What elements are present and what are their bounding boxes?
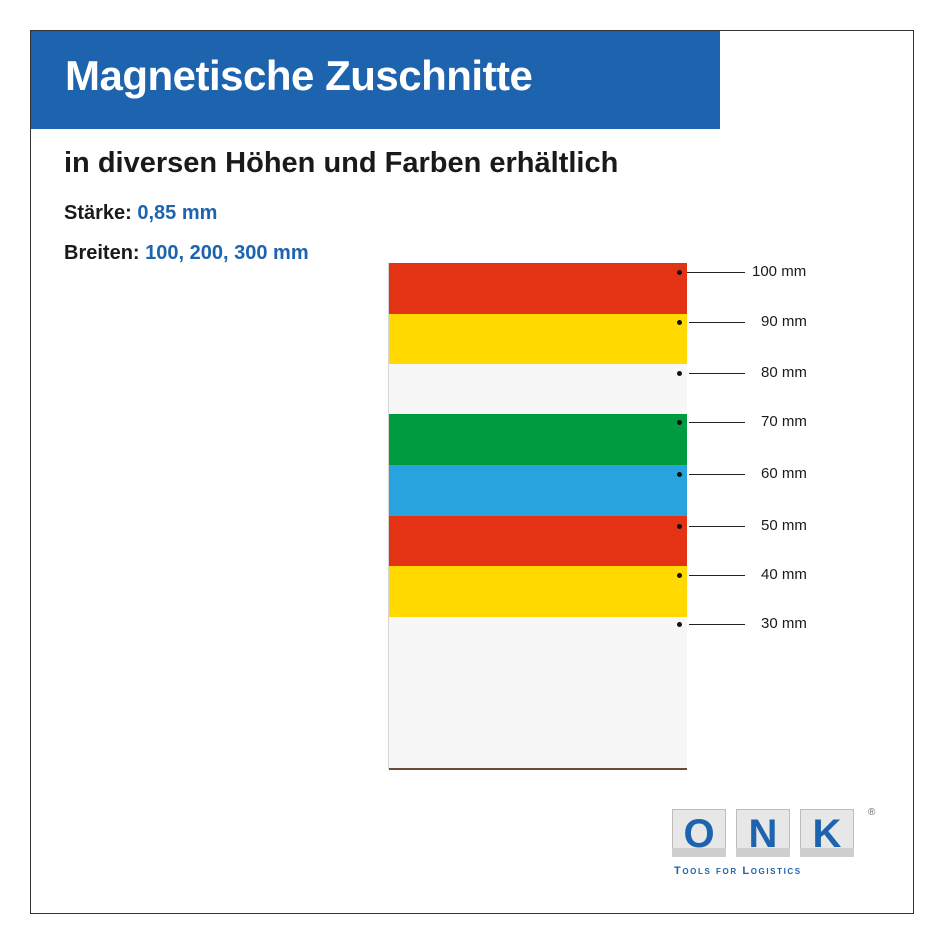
leader-line	[689, 322, 745, 323]
logo-block-n: N	[736, 809, 790, 857]
spec-thickness-label: Stärke:	[64, 202, 132, 224]
spec-widths: Breiten: 100, 200, 300 mm	[64, 242, 309, 265]
logo-block-o: O	[672, 809, 726, 857]
logo-letter-o: O	[683, 812, 715, 856]
leader-line	[689, 474, 745, 475]
height-label: 50 mm	[761, 517, 807, 534]
leader-dot	[677, 573, 682, 578]
leader-dot	[677, 420, 682, 425]
height-label: 100 mm	[752, 263, 807, 280]
spec-widths-label: Breiten:	[64, 242, 140, 264]
spec-widths-value: 100, 200, 300 mm	[145, 242, 309, 264]
magnetic-strip-stack	[389, 263, 687, 769]
strip-50mm	[389, 516, 687, 566]
stack-base-edge	[389, 768, 687, 770]
height-label: 90 mm	[761, 313, 807, 330]
page-subtitle: in diversen Höhen und Farben erhältlich	[64, 147, 619, 179]
title-banner	[31, 31, 720, 129]
logo-letter-n: N	[748, 812, 778, 856]
leader-dot	[677, 524, 682, 529]
strip-30mm	[389, 617, 687, 769]
leader-dot	[677, 371, 682, 376]
leader-dot	[677, 472, 682, 477]
height-label: 40 mm	[761, 566, 807, 583]
page-title: Magnetische Zuschnitte	[65, 52, 533, 99]
strip-40mm	[389, 566, 687, 617]
leader-dot	[677, 622, 682, 627]
spec-thickness: Stärke: 0,85 mm	[64, 202, 217, 225]
leader-line	[689, 526, 745, 527]
strip-90mm	[389, 314, 687, 364]
logo-letter-k: K	[812, 812, 842, 856]
logo-tagline: Tools for Logistics	[674, 865, 802, 877]
height-label: 60 mm	[761, 465, 807, 482]
height-label: 80 mm	[761, 364, 807, 381]
height-label: 70 mm	[761, 413, 807, 430]
strip-80mm	[389, 364, 687, 414]
height-label: 30 mm	[761, 615, 807, 632]
registered-mark: ®	[868, 807, 876, 818]
leader-dot	[677, 320, 682, 325]
leader-line	[689, 373, 745, 374]
leader-line	[689, 575, 745, 576]
strip-70mm	[389, 414, 687, 465]
logo-block-k: K	[800, 809, 854, 857]
leader-line	[689, 422, 745, 423]
leader-line	[689, 624, 745, 625]
page-frame	[30, 30, 914, 914]
spec-thickness-value: 0,85 mm	[137, 202, 218, 224]
strip-100mm	[389, 263, 687, 314]
onk-logo: O N K ® Tools for Logistics	[672, 807, 882, 889]
leader-dot	[677, 270, 682, 275]
strip-60mm	[389, 465, 687, 516]
leader-line	[687, 272, 745, 273]
